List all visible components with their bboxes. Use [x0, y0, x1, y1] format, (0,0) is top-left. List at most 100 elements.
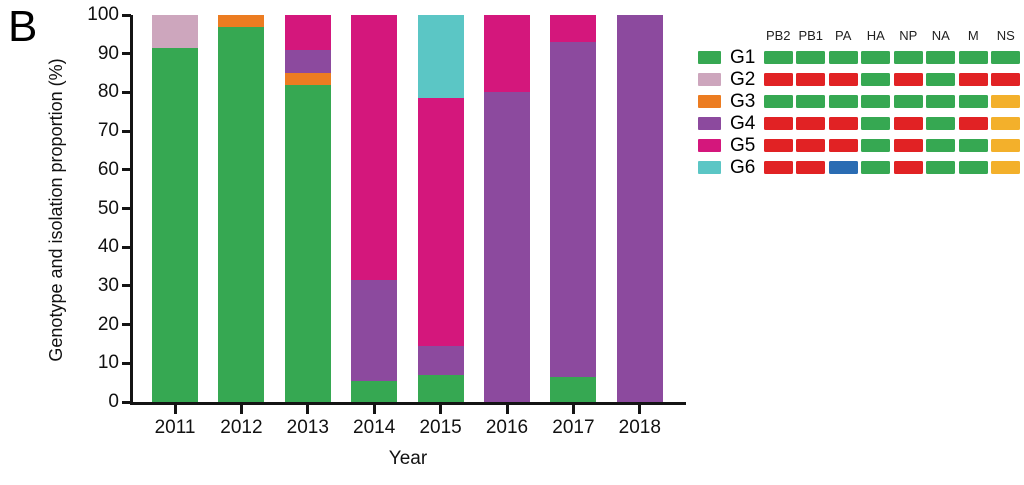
y-tick-label: 20 [97, 313, 119, 335]
bar-segment-g6-2015 [417, 15, 464, 99]
gene-cell-g6-pb2 [763, 160, 793, 174]
gene-cell-g6-ns [991, 160, 1021, 174]
y-tick-label: 100 [87, 4, 119, 25]
gene-cell-g5-np [893, 138, 923, 152]
legend-label-g3: G3 [730, 90, 756, 112]
gene-cell-g3-pb1 [796, 94, 826, 108]
bar-segment-g4-2017 [550, 42, 597, 377]
y-axis-tick [122, 323, 131, 327]
legend-swatch-g3 [698, 94, 721, 108]
bar-segment-g4-2018 [616, 15, 663, 402]
gene-cell-g5-ha [861, 138, 891, 152]
x-axis-title: Year [388, 448, 428, 469]
panel-label: B [8, 2, 38, 51]
gene-cell-g2-ha [861, 72, 891, 86]
y-axis-tick [122, 207, 131, 210]
bar-2018 [616, 15, 663, 402]
genotype-gene-legend: PB2 PB1 PA HA NP NA M NS G1 G2 G3 G4 G5 G6 [698, 24, 1022, 178]
y-tick-label: 0 [108, 391, 119, 412]
bar-2017 [550, 15, 597, 402]
bar-segment-g1-2017 [550, 376, 597, 402]
bar-2016 [484, 15, 530, 402]
gene-cell-g1-ns [991, 50, 1021, 64]
bar-segment-g1-2015 [417, 374, 464, 402]
x-axis-tick [306, 405, 310, 414]
x-tick-label-2012: 2012 [220, 417, 263, 438]
bar-segment-g5-2014 [351, 15, 398, 281]
bar-segment-g1-2012 [218, 26, 265, 402]
gene-cell-g3-np [893, 94, 923, 108]
bar-segment-g3-2013 [284, 73, 331, 85]
gene-column-header-pb1: PB1 [798, 28, 824, 43]
y-axis-tick [122, 52, 131, 56]
x-tick-label-2018: 2018 [618, 417, 661, 438]
x-tick-label-2015: 2015 [419, 417, 462, 438]
y-tick-label: 90 [97, 42, 119, 64]
x-tick-label-2013: 2013 [286, 417, 329, 438]
gene-cell-g5-pb2 [763, 138, 793, 152]
legend-label-g2: G2 [730, 68, 756, 90]
x-tick-label-2017: 2017 [552, 417, 595, 438]
gene-cell-g4-ns [991, 116, 1021, 130]
gene-cell-g5-na [926, 138, 956, 152]
gene-cell-g3-ns [991, 94, 1021, 108]
y-tick-label: 30 [97, 274, 119, 296]
y-axis-tick [122, 284, 131, 288]
y-tick-label: 10 [97, 352, 119, 374]
gene-cell-g1-na [926, 50, 956, 64]
legend-label-g1: G1 [730, 46, 756, 68]
y-tick-label: 80 [97, 81, 119, 103]
gene-column-header-ha: HA [866, 28, 885, 43]
y-axis-tick [122, 129, 131, 133]
x-axis-tick [505, 405, 509, 414]
y-axis-tick [122, 90, 131, 94]
gene-cell-g1-ha [861, 50, 891, 64]
y-tick-label: 50 [97, 197, 119, 219]
gene-cell-g2-pb1 [796, 72, 826, 86]
x-tick-label-2014: 2014 [353, 417, 396, 438]
gene-cell-g5-m [958, 138, 988, 152]
bar-segment-g1-2014 [351, 380, 398, 402]
y-axis-tick [122, 400, 131, 404]
bar-segment-g5-2017 [550, 15, 597, 43]
gene-column-header-m: M [967, 28, 979, 43]
gene-column-header-pa: PA [835, 28, 852, 43]
gene-cell-g1-pa [828, 50, 858, 64]
gene-column-header-np: NP [899, 28, 918, 43]
y-axis-tick [122, 245, 131, 249]
bar-2012 [218, 15, 265, 402]
bar-segment-g5-2015 [417, 98, 464, 346]
gene-cell-g2-ns [991, 72, 1021, 86]
legend-label-g4: G4 [730, 112, 756, 134]
gene-cell-g1-np [893, 50, 923, 64]
gene-cell-g6-na [926, 160, 956, 174]
gene-cell-g6-pa [828, 160, 858, 174]
bar-segment-g4-2014 [351, 280, 398, 381]
bar-segment-g4-2015 [417, 345, 464, 375]
gene-cell-g6-np [893, 160, 923, 174]
gene-column-header-ns: NS [996, 28, 1015, 43]
x-tick-label-2011: 2011 [154, 417, 196, 438]
gene-cell-g4-pb1 [796, 116, 826, 130]
legend-swatch-g5 [698, 138, 721, 152]
bar-segment-g4-2016 [484, 92, 530, 402]
bar-2011 [152, 15, 198, 402]
gene-cell-g1-m [958, 50, 988, 64]
legend-swatch-g2 [698, 72, 721, 86]
gene-cell-g6-m [958, 160, 988, 174]
gene-cell-g5-pa [828, 138, 858, 152]
x-axis-tick [372, 405, 376, 414]
gene-cell-g4-m [958, 116, 988, 130]
y-tick-label: 60 [97, 158, 119, 180]
legend-swatch-g4 [698, 116, 721, 130]
x-tick-label-2016: 2016 [485, 417, 529, 438]
x-axis-tick [439, 405, 443, 414]
bar-segment-g2-2011 [152, 15, 198, 48]
y-tick-label: 40 [97, 236, 119, 258]
y-axis-tick [122, 13, 131, 17]
bar-segment-g1-2011 [152, 47, 198, 402]
gene-cell-g5-ns [991, 138, 1021, 152]
legend-label-g5: G5 [730, 134, 756, 156]
bar-segment-g5-2016 [484, 15, 530, 93]
gene-column-header-pb2: PB2 [765, 28, 791, 43]
